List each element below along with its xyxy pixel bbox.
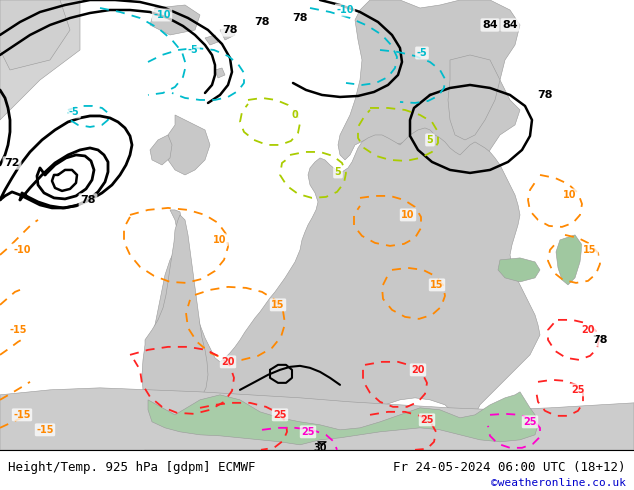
- Polygon shape: [140, 128, 540, 450]
- Polygon shape: [205, 35, 218, 45]
- Text: -15: -15: [10, 325, 27, 335]
- Text: 25: 25: [523, 417, 537, 427]
- Text: 20: 20: [221, 357, 235, 367]
- Text: 25: 25: [420, 415, 434, 425]
- Polygon shape: [0, 0, 70, 70]
- Polygon shape: [556, 235, 582, 285]
- Text: 5: 5: [427, 135, 434, 145]
- Text: 25: 25: [571, 385, 585, 395]
- Text: -5: -5: [188, 45, 198, 55]
- Text: 10: 10: [213, 235, 227, 245]
- Text: Height/Temp. 925 hPa [gdpm] ECMWF: Height/Temp. 925 hPa [gdpm] ECMWF: [8, 461, 256, 474]
- Text: 20: 20: [411, 365, 425, 375]
- Polygon shape: [380, 140, 440, 180]
- Text: 78: 78: [254, 17, 269, 27]
- Polygon shape: [338, 0, 520, 200]
- Text: 10: 10: [563, 190, 577, 200]
- Text: 30: 30: [313, 443, 327, 453]
- Text: 84: 84: [482, 20, 498, 30]
- Polygon shape: [148, 392, 538, 445]
- Polygon shape: [215, 68, 225, 78]
- Text: 78: 78: [81, 195, 96, 205]
- Polygon shape: [448, 55, 500, 140]
- Text: 10: 10: [401, 210, 415, 220]
- Text: -5: -5: [417, 48, 427, 58]
- Text: -10: -10: [336, 5, 354, 15]
- Text: 78: 78: [537, 90, 553, 100]
- Text: 25: 25: [273, 410, 287, 420]
- Text: 0: 0: [292, 110, 299, 120]
- Text: 72: 72: [4, 158, 20, 168]
- Text: 78: 78: [592, 335, 608, 345]
- Text: 25: 25: [301, 427, 314, 437]
- Polygon shape: [220, 27, 235, 40]
- Text: 15: 15: [583, 245, 597, 255]
- Text: 15: 15: [430, 280, 444, 290]
- Polygon shape: [0, 0, 80, 120]
- Text: -15: -15: [36, 425, 54, 435]
- Text: -15: -15: [13, 410, 31, 420]
- Text: ©weatheronline.co.uk: ©weatheronline.co.uk: [491, 478, 626, 488]
- Polygon shape: [0, 388, 634, 450]
- Polygon shape: [150, 135, 172, 165]
- Polygon shape: [142, 215, 208, 415]
- Text: -10: -10: [13, 245, 31, 255]
- Text: 78: 78: [223, 25, 238, 35]
- Text: 5: 5: [335, 167, 341, 177]
- Text: 78: 78: [292, 13, 307, 23]
- Text: 20: 20: [581, 325, 595, 335]
- Polygon shape: [150, 5, 200, 35]
- Text: -5: -5: [68, 107, 79, 117]
- Text: 15: 15: [271, 300, 285, 310]
- Text: 84: 84: [502, 20, 518, 30]
- Polygon shape: [498, 258, 540, 282]
- Text: -10: -10: [153, 10, 171, 20]
- Text: Fr 24-05-2024 06:00 UTC (18+12): Fr 24-05-2024 06:00 UTC (18+12): [393, 461, 626, 474]
- Polygon shape: [165, 115, 210, 175]
